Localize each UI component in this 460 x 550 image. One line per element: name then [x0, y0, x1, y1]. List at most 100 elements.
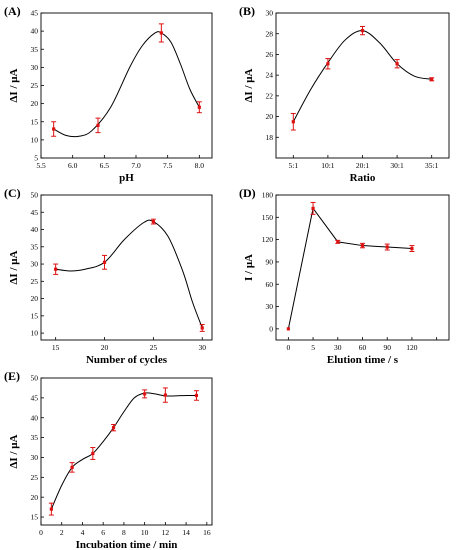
panel-b-curve: [292, 30, 432, 122]
panel-e-label: (E): [4, 369, 20, 383]
panel-b-marker: [395, 62, 399, 66]
panel-d-x-tick-label: 5: [311, 343, 315, 352]
panel-e-data-point: [90, 447, 96, 460]
panel-a-x-tick-label: 6.5: [100, 161, 110, 170]
panel-a-y-tick-label: 20: [31, 99, 39, 108]
panel-b-data-point: [325, 58, 331, 70]
panel-a-y-tick-label: 45: [31, 9, 39, 18]
panel-a-data-point: [51, 121, 57, 137]
panel-a-y-tick-label: 30: [31, 63, 39, 72]
panel-e-x-axis-title: Incubation time / min: [76, 539, 178, 550]
panel-b-x-tick-label: 30:1: [390, 161, 404, 170]
panel-d-y-tick-label: 30: [266, 302, 274, 311]
panel-a-data-point: [196, 101, 202, 114]
panel-a-y-tick-label: 15: [31, 117, 39, 126]
panel-e-x-tick-label: 12: [162, 528, 170, 537]
panel-e-data-point: [69, 462, 75, 473]
panel-e-curve: [50, 392, 197, 510]
panel-a-marker: [96, 123, 100, 127]
panel-e-x-tick-label: 16: [203, 528, 211, 537]
panel-a-marker: [159, 31, 163, 35]
panel-d-label: (D): [239, 186, 256, 200]
panel-e-marker: [163, 393, 167, 397]
panel-b-y-tick-label: 28: [266, 29, 274, 38]
panel-a-marker: [197, 105, 201, 109]
panel-d-y-tick-label: 120: [262, 235, 274, 244]
panel-a-data-point: [158, 23, 164, 43]
panel-d-y-tick-label: 150: [262, 213, 274, 222]
panel-b-y-tick-label: 30: [266, 9, 274, 18]
panel-e-marker: [194, 393, 199, 398]
panel-a-marker: [52, 127, 56, 131]
panel-a-y-axis-title: ΔI / μA: [8, 68, 20, 102]
panel-c-x-tick-label: 25: [150, 343, 158, 352]
panel-e-x-tick-label: 6: [101, 528, 105, 537]
panel-c-x-tick-label: 30: [198, 343, 206, 352]
panel-a-x-tick-label: 8.0: [195, 161, 205, 170]
panel-d-x-tick-label: 120: [406, 343, 418, 352]
panel-c: 15 20 25 30 10 15 20 25 30 35 40 45 50 (C) Number of c…: [4, 186, 213, 366]
panel-d-y-tick-label: 180: [262, 191, 274, 200]
panel-e-marker: [49, 507, 53, 511]
panel-b-data-point: [360, 25, 365, 36]
panel-b-x-axis-title: Ratio: [350, 172, 376, 184]
panel-e-data-point: [142, 389, 148, 399]
panel-d-marker: [286, 327, 290, 331]
panel-e-x-tick-label: 2: [60, 528, 64, 537]
panel-c-y-tick-label: 35: [31, 242, 39, 251]
panel-d-curve: [287, 207, 412, 329]
panel-b-y-tick-label: 18: [266, 133, 274, 142]
panel-d-x-tick-label: 30: [334, 343, 342, 352]
panel-c-y-tick-label: 40: [31, 225, 39, 234]
panel-c-y-tick-label: 25: [31, 277, 39, 286]
panel-a-x-tick-label: 6.0: [68, 161, 78, 170]
panel-c-marker: [102, 260, 107, 264]
panel-b-marker: [291, 120, 295, 124]
panel-a-x-tick-label: 7.5: [163, 161, 173, 170]
panel-d-data-point: [310, 201, 316, 215]
panel-c-y-tick-label: 20: [31, 294, 39, 303]
panel-e-x-tick-label: 4: [81, 528, 85, 537]
panel-d-data-point: [384, 243, 390, 251]
panel-b-data-point: [429, 77, 435, 82]
panel-c-marker: [151, 219, 155, 224]
panel-b-y-axis-title: ΔI / μA: [243, 68, 255, 102]
panel-b-x-tick-label: 20:1: [356, 161, 370, 170]
panel-c-data-point: [150, 218, 156, 225]
panel-e-data-point: [111, 423, 117, 432]
panel-b-x-tick-label: 35:1: [425, 161, 439, 170]
panel-c-marker: [54, 267, 58, 271]
panel-e-data-point: [162, 387, 168, 403]
panel-e-frame: [40, 377, 213, 526]
panel-a-y-tick-label: 5: [34, 154, 38, 163]
panel-c-marker: [200, 326, 204, 330]
panel-b-label: (B): [239, 4, 255, 18]
panel-d-marker: [336, 240, 340, 244]
panel-c-y-tick-label: 50: [31, 191, 39, 200]
panel-a: 5.5 6.0 6.5 7.0 7.5 8.0 5 10 15 20 25 30 35 40 45 (A) pH…: [4, 4, 213, 184]
panel-b-y-tick-label: 22: [266, 91, 274, 100]
panel-e-y-tick-label: 50: [31, 374, 39, 383]
panel-e-x-tick-label: 8: [122, 528, 126, 537]
panel-c-y-tick-label: 10: [31, 329, 39, 338]
panel-c-y-tick-label: 45: [31, 208, 39, 217]
panel-c-label: (C): [4, 186, 21, 200]
panel-e-data-point: [193, 390, 199, 401]
panel-e-y-tick-label: 20: [31, 493, 39, 502]
panel-d-x-tick-label: 0: [286, 343, 290, 352]
panel-e-marker: [70, 465, 74, 469]
panel-e-y-tick-label: 35: [31, 433, 39, 442]
panel-d-data-point: [335, 239, 341, 244]
panel-d-y-axis-title: I / μA: [243, 254, 255, 281]
panel-a-x-tick-label: 5.5: [36, 161, 46, 170]
panel-e-y-tick-label: 25: [31, 473, 39, 482]
panel-c-data-point: [53, 263, 59, 275]
panel-c-y-tick-label: 30: [31, 260, 39, 269]
panel-d-y-tick-label: 90: [266, 258, 274, 267]
panel-a-curve: [53, 31, 200, 138]
panel-d-data-point: [360, 242, 365, 249]
panel-c-frame: [40, 194, 213, 341]
panel-b: 5:1 10:1 20:1 30:1 35:1 18 20 22 24 26 28 30 (B) Rati…: [239, 4, 450, 184]
panel-b-data-point: [290, 112, 296, 131]
panel-a-y-tick-label: 10: [31, 135, 39, 144]
